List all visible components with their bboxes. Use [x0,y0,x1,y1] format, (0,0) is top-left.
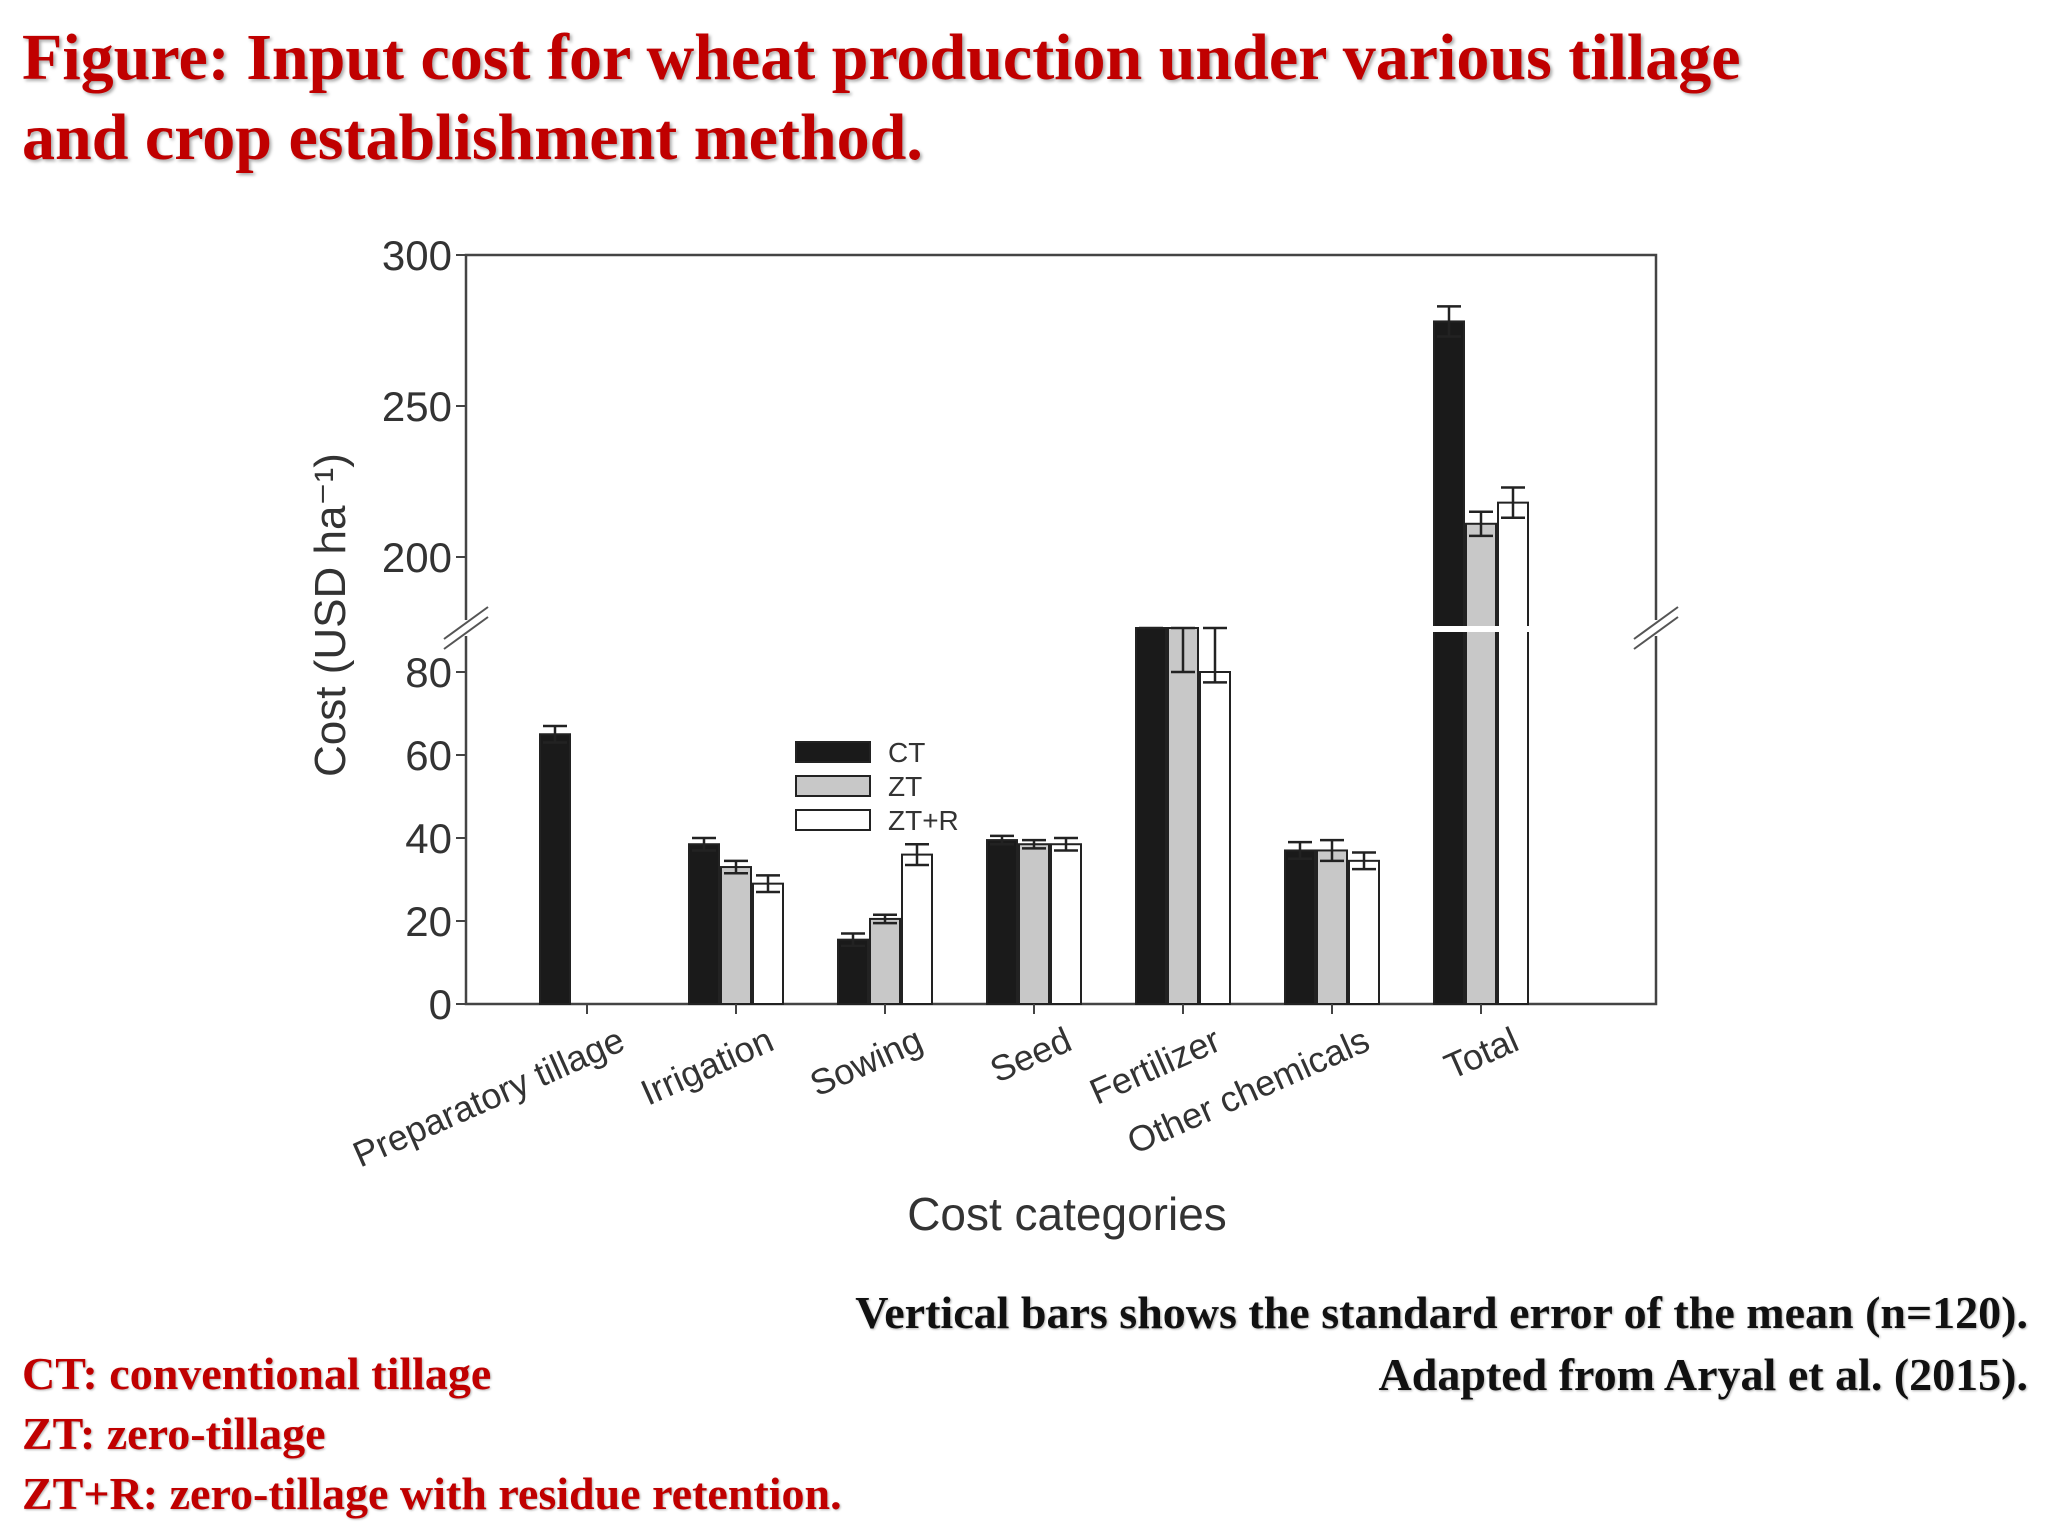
bar-ct-seed [986,839,1018,1006]
y-label-80: 80 [405,649,452,696]
abbrev-zt: ZT: zero-tillage [22,1408,326,1459]
errorbar-zt-other-chemicals [1320,838,1344,863]
errorbar-zt-seed [1022,838,1046,850]
slide-title: Figure: Input cost for wheat production … [22,18,2002,178]
errorbar-zt-r-other-chemicals [1352,851,1376,871]
title-line-2: and crop establishment method. [22,101,923,174]
x-label-sowing: Sowing [804,1019,929,1104]
y-label-250: 250 [382,383,452,430]
errorbar-ct-irrigation [692,836,716,852]
break-mark-left [443,616,489,650]
errorbar-ct-seed [990,834,1014,846]
figure-notes: Vertical bars shows the standard error o… [855,1282,2028,1406]
legend-label-zt-r: ZT+R [888,805,959,836]
bar-zt-r-seed [1050,843,1082,1005]
break-mark-right [1633,616,1679,650]
x-label-preparatory-tillage: Preparatory tillage [347,1019,631,1175]
errorbar-zt-r-seed [1054,836,1078,852]
errorbar-zt-total [1469,510,1493,538]
legend-swatch-zt [795,775,871,797]
legend-label-ct: CT [888,737,925,768]
abbrev-ct: CT: conventional tillage [22,1348,492,1399]
bar-ct-total [1433,320,1465,1005]
legend-label-zt: ZT [888,771,922,802]
errorbar-zt-sowing [873,913,897,925]
y-ticks: 0 20 40 60 80 200 250 300 [382,232,466,1028]
break-gap [1421,626,1541,632]
bar-zt-irrigation [720,866,752,1005]
y-label-20: 20 [405,898,452,945]
errorbar-ct-sowing [841,932,865,948]
bar-zt-seed [1018,843,1050,1005]
break-mark-left [443,606,489,640]
std-error-note: Vertical bars shows the standard error o… [855,1287,2028,1338]
bar-zt-fertilizer [1167,627,1199,1005]
y-label-60: 60 [405,732,452,779]
bar-zt-r-sowing [901,853,933,1005]
y-label-200: 200 [382,534,452,581]
legend-swatch-zt-r [795,809,871,831]
bar-zt-other-chemicals [1316,849,1348,1006]
errorbar-zt-r-fertilizer [1203,626,1227,684]
bar-ct-fertilizer [1135,627,1167,1005]
bar-zt-sowing [869,917,901,1005]
cost-bar-chart: 0 20 40 60 80 200 250 300 Preparatory tillage Ir… [306,232,1679,1240]
source-note: Adapted from Aryal et al. (2015). [1378,1349,2028,1400]
errorbar-zt-r-sowing [905,842,929,867]
bar-ct-irrigation [688,843,720,1005]
y-label-300: 300 [382,232,452,279]
y-label-40: 40 [405,815,452,862]
errorbar-zt-r-total [1501,486,1525,519]
y-label-0: 0 [429,981,452,1028]
legend-swatch-ct [795,741,871,763]
y-axis-label: Cost (USD ha⁻¹) [306,453,355,777]
bar-ct-preparatory-tillage [539,733,571,1005]
bars [539,305,1541,1014]
bar-zt-total [1465,522,1497,1006]
x-label-seed: Seed [984,1019,1077,1091]
x-axis-label: Cost categories [907,1188,1227,1240]
abbrev-ztr: ZT+R: zero-tillage with residue retentio… [22,1468,842,1519]
x-label-total: Total [1438,1019,1524,1087]
bar-zt-r-irrigation [752,882,784,1006]
axis-breaks [443,606,1679,650]
errorbar-ct-preparatory-tillage [543,724,567,744]
errorbar-zt-irrigation [724,859,748,875]
break-mark-right [1633,606,1679,640]
title-line-1: Figure: Input cost for wheat production … [22,21,1741,94]
bar-zt-r-total [1497,501,1529,1005]
abbreviation-list: CT: conventional tillage ZT: zero-tillag… [22,1344,842,1524]
bar-zt-r-fertilizer [1199,671,1231,1005]
errorbar-ct-other-chemicals [1288,840,1312,860]
errorbar-ct-total [1437,305,1461,338]
errorbar-zt-fertilizer [1171,626,1195,674]
errorbar-zt-r-irrigation [756,874,780,894]
x-tick-labels: Preparatory tillage Irrigation Sowing Seed F… [347,1019,1525,1175]
bar-ct-other-chemicals [1284,849,1316,1006]
bar-zt-r-other-chemicals [1348,859,1380,1006]
bar-ct-sowing [837,938,869,1005]
x-label-irrigation: Irrigation [635,1019,780,1113]
